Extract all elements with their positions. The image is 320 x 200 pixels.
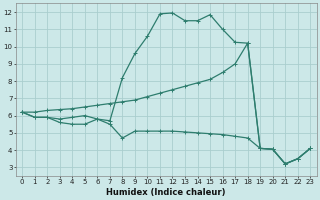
X-axis label: Humidex (Indice chaleur): Humidex (Indice chaleur)	[107, 188, 226, 197]
